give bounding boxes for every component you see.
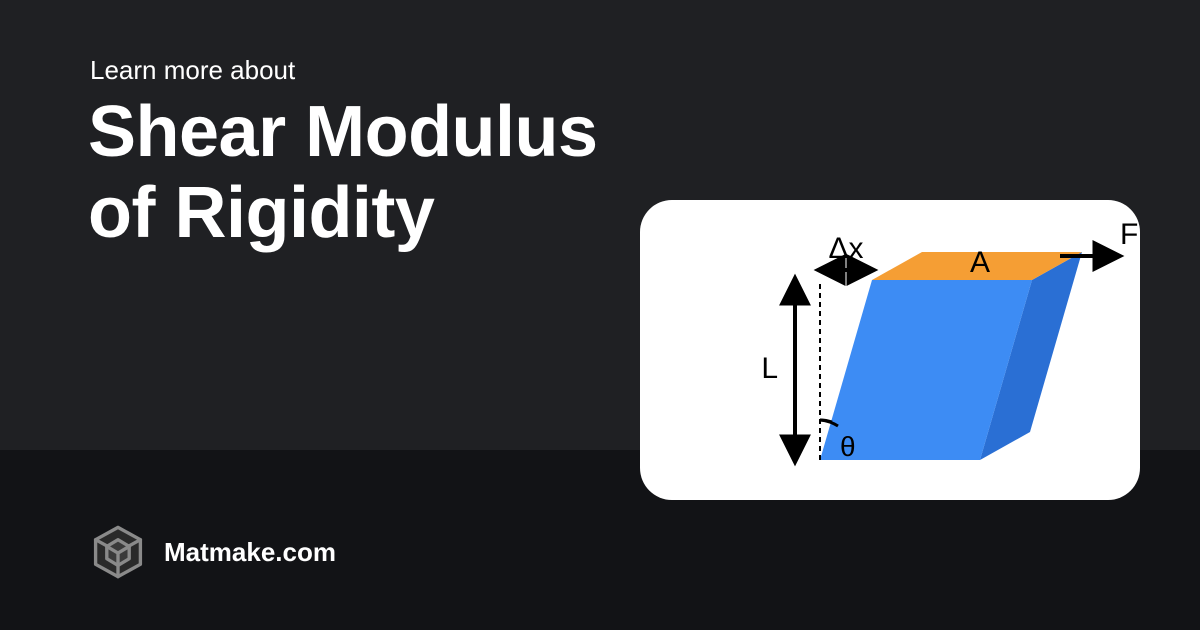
- subtitle-text: Learn more about: [90, 55, 295, 86]
- brand-name: Matmake.com: [164, 537, 336, 568]
- brand-block: Matmake.com: [90, 524, 336, 580]
- title-line-1: Shear Modulus: [88, 92, 598, 172]
- page-title: Shear Modulus of Rigidity: [88, 92, 598, 253]
- shear-diagram-card: Δx A F L θ: [640, 200, 1140, 500]
- title-line-2: of Rigidity: [88, 173, 434, 253]
- label-delta-x: Δx: [828, 232, 863, 265]
- label-angle: θ: [840, 431, 856, 462]
- brand-logo-icon: [90, 524, 146, 580]
- shear-diagram-svg: Δx A F L θ: [640, 200, 1140, 500]
- label-area: A: [970, 246, 990, 279]
- label-height: L: [761, 352, 778, 385]
- label-force: F: [1120, 218, 1138, 251]
